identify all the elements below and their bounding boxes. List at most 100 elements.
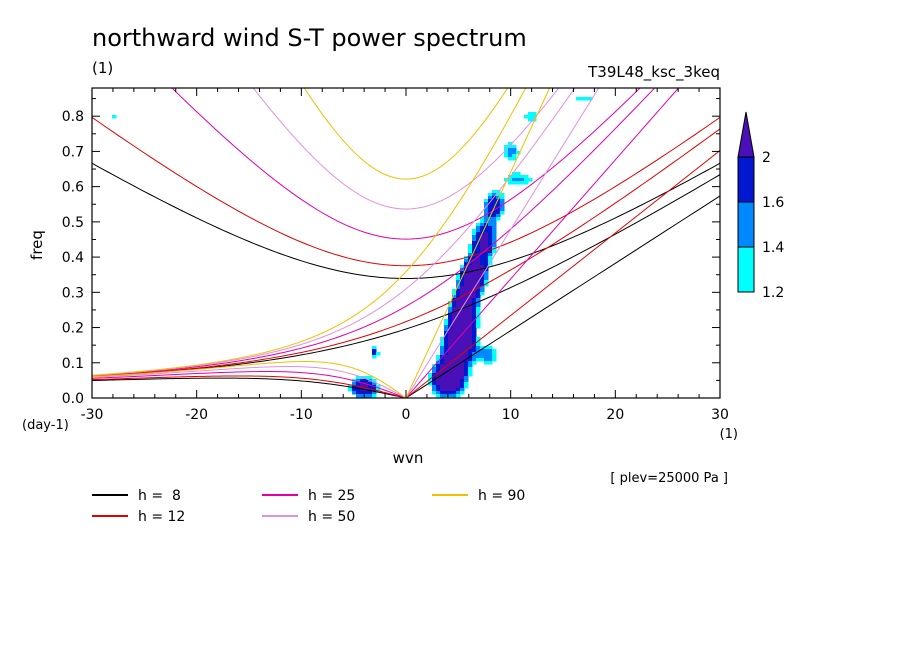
heatmap-cell [476, 319, 481, 323]
heatmap-cell [460, 268, 465, 272]
heatmap-cell [484, 274, 489, 278]
heatmap-cell [476, 325, 481, 329]
mrg-curve [92, 88, 527, 376]
heatmap-cell [472, 289, 477, 293]
heatmap-cell [452, 382, 457, 386]
heatmap-cell [452, 337, 457, 341]
heatmap-cell [444, 358, 449, 362]
colorbar-segment [737, 246, 755, 293]
heatmap-cell [484, 346, 489, 350]
heatmap-cell [448, 382, 453, 386]
heatmap-cell [484, 271, 489, 275]
gravity-curve [303, 88, 509, 180]
heatmap-cell [444, 391, 449, 395]
heatmap-cell [576, 97, 581, 101]
heatmap-cell [476, 292, 481, 296]
heatmap-cell [516, 151, 521, 155]
heatmap-cell [460, 388, 465, 392]
heatmap-cell [464, 301, 469, 305]
heatmap-cell [484, 352, 489, 356]
heatmap-cell [468, 343, 473, 347]
experiment-label: T39L48_ksc_3keq [587, 63, 720, 82]
heatmap-cell [480, 355, 485, 359]
heatmap-cell [492, 202, 497, 206]
y-tick-label: 0.5 [62, 215, 84, 231]
heatmap-cell [480, 289, 485, 293]
heatmap-cell [464, 325, 469, 329]
heatmap-cell [464, 262, 469, 266]
heatmap-cell [428, 376, 433, 380]
heatmap-cell [448, 391, 453, 395]
colorbar-label: 1.2 [762, 285, 784, 301]
rossby-curve [92, 375, 407, 398]
heatmap-cell [476, 355, 481, 359]
heatmap-cell [452, 322, 457, 326]
heatmap-cell [480, 346, 485, 350]
kelvin-curve [405, 195, 720, 398]
heatmap-cell [456, 382, 461, 386]
heatmap-cell [464, 337, 469, 341]
heatmap-cell [456, 376, 461, 380]
heatmap-cell [356, 376, 361, 380]
heatmap-cell [472, 274, 477, 278]
heatmap-cell [456, 310, 461, 314]
heatmap-cell [476, 304, 481, 308]
heatmap-cell [428, 373, 433, 377]
heatmap-cell [496, 217, 501, 221]
heatmap-cell [460, 301, 465, 305]
heatmap-cell [448, 319, 453, 323]
heatmap-cell [364, 379, 369, 383]
heatmap-cell [492, 193, 497, 197]
heatmap-cell [476, 262, 481, 266]
heatmap-cell [448, 364, 453, 368]
heatmap-cell [492, 232, 497, 236]
mrg-curve [92, 88, 656, 377]
gravity-curve [92, 162, 720, 279]
heatmap-cell [468, 244, 473, 248]
heatmap-cell [452, 370, 457, 374]
heatmap-cell [448, 385, 453, 389]
heatmap-cell [496, 214, 501, 218]
heatmap-cell [468, 268, 473, 272]
heatmap-cell [472, 244, 477, 248]
heatmap-cell [472, 247, 477, 251]
x-tick-label: 30 [711, 407, 729, 423]
heatmap-cell [484, 214, 489, 218]
heatmap-cell [456, 370, 461, 374]
heatmap-cell [456, 349, 461, 353]
heatmap-cell [460, 364, 465, 368]
heatmap-cell [444, 385, 449, 389]
colorbar-label: 2 [762, 150, 771, 166]
heatmap-cell [472, 325, 477, 329]
heatmap-cell [492, 235, 497, 239]
heatmap-cell [484, 256, 489, 260]
heatmap-cell [464, 295, 469, 299]
heatmap-cell [488, 253, 493, 257]
heatmap-cell [464, 304, 469, 308]
heatmap-cell [468, 265, 473, 269]
heatmap-cell [464, 334, 469, 338]
heatmap-cell [472, 361, 477, 365]
heatmap-cell [456, 316, 461, 320]
heatmap-cell [356, 388, 361, 392]
heatmap-cell [476, 274, 481, 278]
heatmap-cell [480, 256, 485, 260]
heatmap-cell [356, 394, 361, 398]
heatmap-cell [464, 280, 469, 284]
heatmap-cell [512, 145, 517, 149]
heatmap-cell [368, 382, 373, 386]
heatmap-cell [436, 394, 441, 398]
heatmap-cell [472, 304, 477, 308]
heatmap-cell [580, 97, 585, 101]
heatmap-cell [360, 394, 365, 398]
heatmap-cell [500, 196, 505, 200]
heatmap-cell [520, 175, 525, 179]
heatmap-cell [464, 367, 469, 371]
heatmap-cell [476, 223, 481, 227]
heatmap-cell [496, 208, 501, 212]
heatmap-cell [452, 379, 457, 383]
heatmap-cell [476, 301, 481, 305]
heatmap-cell [496, 205, 501, 209]
heatmap-cell [468, 352, 473, 356]
heatmap-cell [460, 382, 465, 386]
